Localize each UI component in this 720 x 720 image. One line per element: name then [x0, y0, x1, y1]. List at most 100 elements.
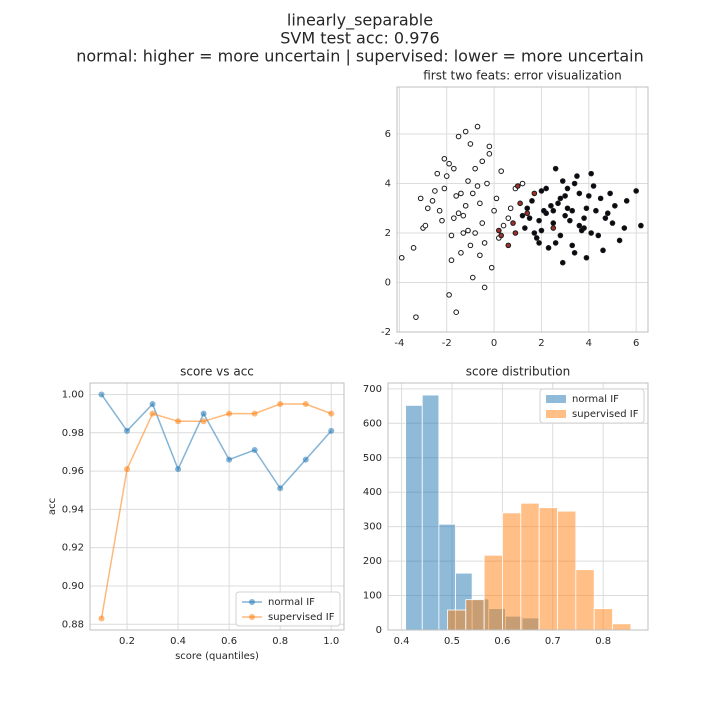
bar — [465, 599, 485, 631]
x-tick-label: 2 — [538, 338, 544, 349]
point — [496, 227, 502, 234]
marker — [302, 456, 309, 463]
point — [446, 292, 452, 298]
point — [526, 215, 533, 221]
axes-frame — [396, 86, 649, 333]
y-tick-label: -2 — [381, 327, 391, 338]
point — [460, 230, 467, 236]
point — [417, 195, 424, 202]
point — [559, 259, 566, 266]
bar — [575, 569, 595, 631]
point — [597, 195, 604, 202]
point — [555, 200, 561, 207]
axes: 0.2 0.4 0.6 0.8 1.0 0.88 0.90 0.92 0.94 0.96 0.98 1… — [47, 365, 345, 662]
x-tick-label: 6 — [633, 338, 639, 349]
bar — [447, 609, 467, 631]
legend-label: supervised IF — [268, 612, 335, 623]
point — [538, 227, 545, 234]
point — [550, 225, 557, 231]
point — [472, 230, 478, 236]
marker — [200, 418, 207, 425]
point — [493, 195, 500, 202]
bar — [502, 512, 522, 631]
point — [586, 193, 592, 199]
point — [576, 190, 583, 197]
point — [557, 232, 564, 239]
legend-label: normal IF — [572, 394, 619, 405]
y-tick-label: 4 — [385, 179, 391, 190]
line — [100, 394, 332, 490]
y-tick-label: 100 — [363, 591, 382, 602]
y-tick-label: 200 — [363, 556, 382, 567]
point — [458, 250, 464, 256]
point — [448, 257, 455, 264]
x-axis-label: score (quantiles) — [175, 651, 259, 662]
point — [616, 237, 623, 244]
y-tick-label: 0.94 — [62, 504, 84, 515]
marker — [175, 466, 182, 473]
legend-swatch — [249, 614, 255, 620]
point — [621, 225, 628, 231]
point — [507, 205, 514, 212]
point — [469, 274, 476, 281]
point — [458, 190, 464, 197]
point — [484, 180, 490, 187]
y-tick-label: 0.96 — [62, 466, 84, 477]
marker — [200, 410, 207, 417]
y-tick-label: 0.90 — [62, 581, 84, 592]
point — [460, 212, 467, 219]
axes-title: score distribution — [466, 365, 570, 379]
point — [562, 212, 568, 219]
x-tick-label: 0.5 — [444, 636, 460, 647]
line — [100, 403, 332, 619]
marker — [251, 447, 258, 454]
bar — [520, 502, 540, 631]
point — [607, 190, 613, 197]
point — [531, 190, 538, 197]
y-tick-label: 2 — [385, 228, 391, 239]
point — [633, 188, 639, 194]
marker — [302, 401, 309, 408]
point — [519, 180, 526, 187]
point — [413, 314, 419, 320]
point — [574, 173, 580, 179]
point — [541, 207, 547, 214]
point — [467, 141, 474, 147]
point — [443, 173, 450, 179]
point — [562, 193, 568, 199]
point — [623, 198, 630, 204]
point — [465, 178, 471, 184]
point — [448, 232, 455, 239]
point — [581, 215, 587, 221]
point — [474, 123, 481, 130]
point — [538, 188, 545, 194]
bar — [593, 608, 613, 631]
point — [571, 180, 578, 187]
axes-title: score vs acc — [180, 365, 254, 379]
legend-swatch — [249, 599, 255, 605]
point — [564, 185, 571, 192]
point — [441, 185, 448, 192]
x-tick-label: 0.7 — [545, 636, 561, 647]
y-tick-label: 400 — [363, 487, 382, 498]
bar — [483, 554, 503, 631]
point — [436, 207, 443, 214]
point — [559, 178, 566, 184]
plot-area — [397, 87, 648, 332]
point — [429, 198, 436, 204]
point — [552, 240, 559, 246]
bar — [538, 507, 558, 631]
point — [524, 205, 531, 212]
point — [491, 207, 497, 214]
legend-swatch — [546, 395, 566, 403]
point — [465, 227, 471, 234]
point — [552, 165, 559, 172]
point — [548, 202, 554, 209]
point — [578, 227, 585, 234]
marker — [124, 466, 131, 473]
point — [522, 225, 528, 231]
bar — [557, 510, 577, 631]
point — [536, 217, 542, 224]
